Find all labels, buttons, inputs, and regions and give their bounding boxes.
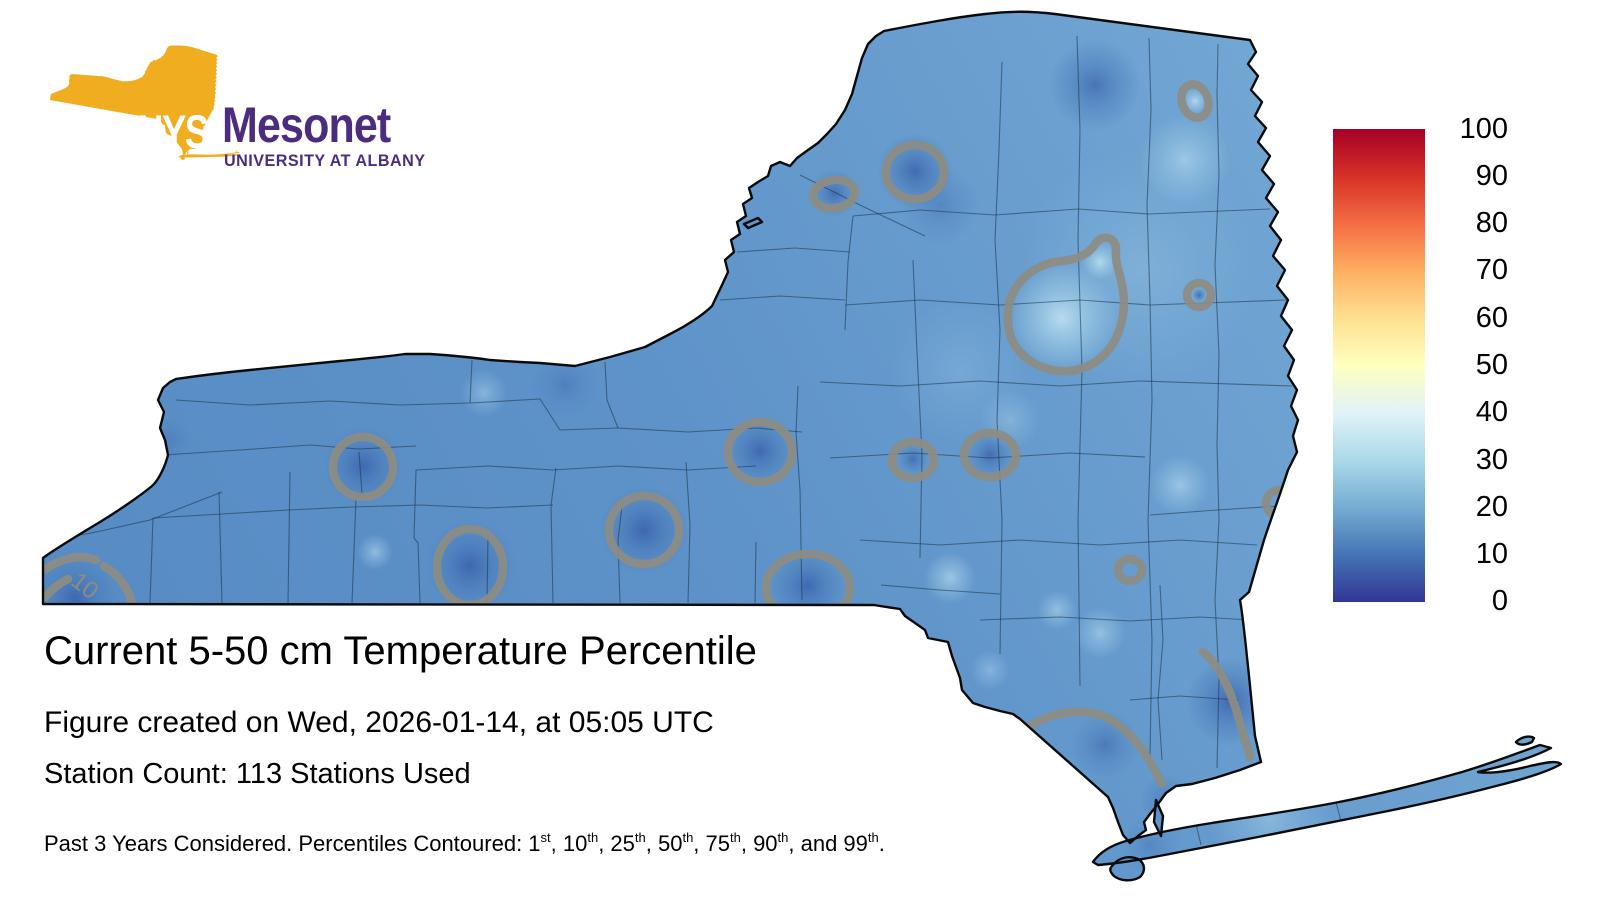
percentile-contour-ring <box>1182 278 1216 312</box>
low-percentile-blob <box>966 431 1014 479</box>
county-boundary-line <box>795 385 803 601</box>
county-boundary-line <box>617 497 624 604</box>
percentile-contour-arc <box>43 553 101 575</box>
low-percentile-blob <box>1192 288 1206 302</box>
county-boundary-line <box>415 465 757 471</box>
percentiles-footnote: Past 3 Years Considered. Percentiles Con… <box>44 830 885 857</box>
percentile-contour-ring <box>1113 554 1147 586</box>
county-boundary-line <box>162 444 417 456</box>
high-percentile-blob <box>1150 455 1210 515</box>
percentile-contour-arc <box>43 574 73 602</box>
figure-title: Current 5-50 cm Temperature Percentile <box>44 629 757 673</box>
county-boundary-line <box>486 535 489 604</box>
percentile-contour-ring <box>604 491 684 569</box>
county-boundary-line <box>912 259 923 559</box>
county-boundary-line <box>736 247 851 253</box>
county-boundary-line <box>719 295 846 301</box>
county-boundary-line <box>287 471 291 604</box>
low-percentile-blob <box>897 443 929 475</box>
county-boundary-line <box>1157 584 1164 761</box>
high-percentile-blob <box>1182 88 1208 114</box>
high-percentile-blob <box>970 650 1010 690</box>
percentile-contour-ring <box>328 432 398 502</box>
station-count-line: Station Count: 113 Stations Used <box>44 758 471 790</box>
county-boundary-line <box>829 452 1146 459</box>
percentile-contour-ring <box>808 175 860 213</box>
county-boundary-line <box>149 517 154 604</box>
high-percentile-blob <box>1037 590 1077 630</box>
county-boundary-line <box>685 461 691 604</box>
percentile-contour-arc <box>99 561 137 608</box>
percentile-contour-arc <box>1198 647 1255 762</box>
high-percentile-blob <box>1210 758 1330 878</box>
percentile-contour-ring <box>881 140 949 204</box>
percentile-contour-ring <box>1177 80 1213 122</box>
colorbar-tick-labels: 100 90 80 70 60 50 40 30 20 10 0 <box>1459 112 1508 618</box>
percentile-contours <box>43 80 1299 789</box>
county-boundary-line <box>1335 801 1342 822</box>
logo-tagline-text: UNIVERSITY AT ALBANY <box>224 151 426 170</box>
high-percentile-blob <box>1074 607 1126 659</box>
county-boundary-line <box>754 541 757 604</box>
county-boundary-line <box>880 584 1001 595</box>
percentile-contour-ring <box>723 417 797 487</box>
figure-created-line: Figure created on Wed, 2026-01-14, at 05… <box>44 706 714 739</box>
county-boundary-line <box>1214 43 1220 769</box>
county-boundary-line <box>604 361 619 429</box>
county-boundary-line <box>819 380 1293 387</box>
county-boundary-line <box>175 398 541 406</box>
county-boundary-line <box>994 61 1003 655</box>
high-percentile-blob <box>460 369 508 417</box>
low-percentile-blob <box>1120 815 1180 875</box>
logo-mesonet-text: Mesonet <box>222 97 391 153</box>
percentile-contour-arc <box>1025 707 1167 789</box>
county-boundary-line <box>218 491 223 604</box>
county-boundary-line <box>413 469 421 604</box>
low-percentile-blob <box>724 415 796 487</box>
low-percentile-blob <box>531 351 599 419</box>
nys-mesonet-logo: NYS Mesonet UNIVERSITY AT ALBANY <box>45 8 445 223</box>
county-boundary-line <box>152 504 554 519</box>
county-boundary-line <box>844 299 1287 306</box>
county-boundary-line <box>539 398 803 433</box>
percentile-colorbar <box>1333 129 1425 602</box>
county-boundary-line <box>859 539 1258 546</box>
percentile-contour-ring <box>959 428 1021 482</box>
high-percentile-blob <box>357 534 393 570</box>
logo-nys-text: NYS <box>137 105 209 158</box>
high-percentile-blob <box>1020 150 1260 390</box>
county-boundary-line <box>1195 823 1202 846</box>
high-percentile-blob <box>924 552 976 604</box>
low-percentile-blob <box>1049 39 1141 131</box>
county-boundary-line <box>1076 35 1083 687</box>
county-boundary-line <box>1129 695 1239 701</box>
county-boundary-line <box>469 359 473 404</box>
county-boundary-line <box>852 208 1271 217</box>
county-boundary-line <box>979 616 1251 622</box>
county-boundary-line <box>844 215 854 331</box>
percentile-contour-arc <box>1003 233 1128 376</box>
percentile-contour-ring <box>887 437 939 483</box>
low-percentile-blob <box>900 165 980 245</box>
